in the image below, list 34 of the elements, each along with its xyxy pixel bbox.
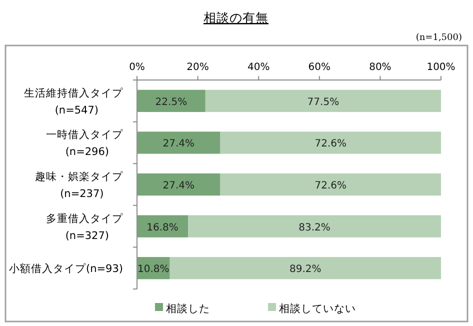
data-label: 83.2% xyxy=(298,222,330,234)
x-tick-label: 20% xyxy=(186,62,209,73)
data-label: 72.6% xyxy=(314,138,347,150)
data-label: 72.6% xyxy=(314,180,347,192)
legend-label: 相談した xyxy=(166,302,210,315)
legend-label: 相談していない xyxy=(279,302,356,315)
data-label: 16.8% xyxy=(146,222,178,234)
chart-title: 相談の有無 xyxy=(204,10,268,25)
data-label: 27.4% xyxy=(162,138,195,150)
bar xyxy=(137,132,220,154)
y-tick-label: 多重借入タイプ (n=327) xyxy=(46,212,124,242)
bar xyxy=(188,215,441,238)
y-tick-label: 小額借入タイプ(n=93) xyxy=(8,262,123,276)
x-tick-label: 100% xyxy=(426,62,456,73)
bar xyxy=(170,257,441,280)
bar xyxy=(220,173,441,196)
data-label: 77.5% xyxy=(307,96,340,108)
x-tick-label: 0% xyxy=(129,62,145,73)
data-label: 89.2% xyxy=(290,264,322,276)
bar xyxy=(137,90,206,112)
x-tick-label: 80% xyxy=(369,62,392,73)
bar xyxy=(205,90,441,112)
data-label: 27.4% xyxy=(162,180,195,192)
text: (n=1,500) xyxy=(416,33,462,43)
x-tick-label: 40% xyxy=(247,62,270,73)
bar xyxy=(137,215,188,238)
y-tick-label: 生活維持借入タイプ (n=547) xyxy=(24,86,124,116)
data-label: 10.8% xyxy=(138,264,170,276)
bar xyxy=(220,132,441,154)
y-tick-label: 趣味・娯楽タイプ (n=237) xyxy=(35,170,124,200)
y-tick-label: 一時借入タイプ (n=296) xyxy=(46,128,124,158)
data-label: 22.5% xyxy=(155,96,188,108)
bar xyxy=(137,173,220,196)
x-tick-label: 60% xyxy=(308,62,331,73)
